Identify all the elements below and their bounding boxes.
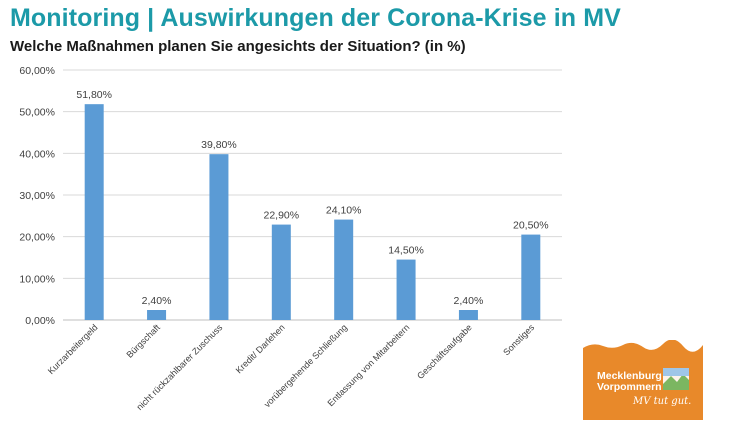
data-label: 24,10% <box>326 205 362 217</box>
bar <box>458 310 478 320</box>
bar <box>334 219 354 320</box>
logo-wordmark: Mecklenburg Vorpommern <box>597 371 662 393</box>
logo-line1: Mecklenburg <box>597 370 662 382</box>
logo-slogan: MV tut gut. <box>633 396 692 407</box>
chart-subtitle: Welche Maßnahmen planen Sie angesichts d… <box>10 38 466 55</box>
logo-background <box>583 340 703 420</box>
bar <box>271 224 291 320</box>
data-label: 51,80% <box>76 89 112 101</box>
bar <box>84 104 104 321</box>
bar <box>209 154 229 320</box>
logo-line2: Vorpommern <box>597 381 662 393</box>
mv-logo: Mecklenburg Vorpommern MV tut gut. <box>583 340 703 420</box>
x-tick-label: Bürgschaft <box>124 322 162 360</box>
y-tick-label: 50,00% <box>19 107 55 119</box>
data-label: 14,50% <box>388 245 424 257</box>
page-title: Monitoring | Auswirkungen der Corona-Kri… <box>10 4 621 32</box>
bar <box>147 310 167 320</box>
x-tick-label: Geschäftsaufgabe <box>415 322 474 381</box>
y-tick-label: 60,00% <box>19 65 55 77</box>
bar <box>396 259 416 320</box>
bar <box>521 234 541 320</box>
x-tick-label: Sonstiges <box>501 322 536 357</box>
y-tick-label: 10,00% <box>19 273 55 285</box>
y-tick-label: 20,00% <box>19 232 55 244</box>
data-label: 2,40% <box>142 295 172 307</box>
x-tick-label: Kredit/ Darlehen <box>234 322 287 375</box>
data-label: 39,80% <box>201 139 237 151</box>
y-tick-label: 0,00% <box>25 315 55 327</box>
y-tick-label: 30,00% <box>19 190 55 202</box>
data-label: 2,40% <box>454 295 484 307</box>
y-tick-label: 40,00% <box>19 148 55 160</box>
x-tick-label: Kurzarbeitergeld <box>46 322 100 376</box>
data-label: 20,50% <box>513 220 549 232</box>
data-label: 22,90% <box>264 210 300 222</box>
